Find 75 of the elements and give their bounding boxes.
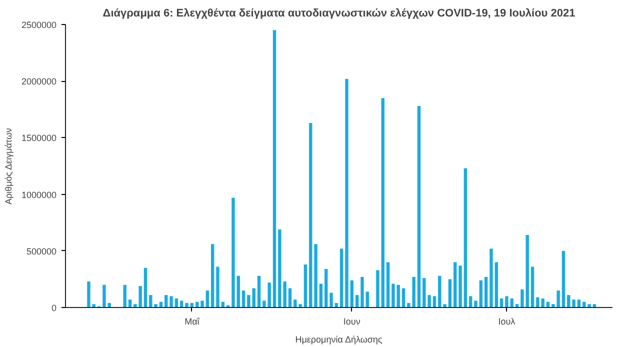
x-tick-label: Ιουν bbox=[343, 316, 361, 326]
bar bbox=[572, 300, 576, 308]
bar bbox=[494, 262, 498, 308]
bar bbox=[185, 302, 188, 308]
bar bbox=[304, 264, 308, 308]
bar bbox=[458, 266, 462, 308]
bar bbox=[123, 284, 126, 308]
bar bbox=[102, 284, 106, 308]
bar bbox=[298, 304, 302, 308]
bar bbox=[386, 262, 390, 308]
y-tick-label: 0 bbox=[51, 303, 57, 313]
bar bbox=[345, 78, 348, 308]
bar bbox=[319, 284, 323, 308]
bar bbox=[490, 248, 493, 308]
bar bbox=[252, 288, 256, 308]
bar bbox=[232, 198, 235, 308]
bar bbox=[330, 292, 333, 308]
bar bbox=[530, 266, 534, 308]
bar bbox=[428, 295, 431, 308]
bar bbox=[170, 296, 173, 308]
bar bbox=[309, 122, 312, 308]
bar bbox=[468, 296, 472, 308]
bar bbox=[588, 304, 591, 308]
bar bbox=[257, 276, 261, 308]
bar bbox=[567, 295, 570, 308]
bar bbox=[360, 276, 364, 308]
bar bbox=[149, 295, 152, 308]
bar bbox=[376, 270, 380, 308]
bar bbox=[324, 269, 328, 308]
bar bbox=[438, 276, 442, 308]
y-tick-label: 2000000 bbox=[21, 76, 57, 87]
bar bbox=[402, 288, 406, 308]
bar bbox=[355, 295, 359, 308]
bar bbox=[164, 295, 168, 308]
y-tick-label: 2500000 bbox=[21, 20, 57, 30]
bar bbox=[464, 168, 468, 308]
bar bbox=[526, 235, 529, 308]
bar bbox=[448, 279, 452, 308]
y-tick-label: 1500000 bbox=[21, 133, 57, 144]
bar bbox=[206, 290, 210, 308]
bar bbox=[454, 262, 457, 308]
bar bbox=[562, 250, 566, 308]
bar bbox=[505, 296, 508, 308]
bar bbox=[180, 300, 184, 308]
x-tick-label: Μαΐ bbox=[184, 316, 200, 326]
bar bbox=[288, 288, 292, 308]
bar bbox=[272, 30, 276, 308]
x-tick-label: Ιουλ bbox=[498, 316, 516, 326]
bar bbox=[520, 289, 524, 308]
y-tick-label: 1000000 bbox=[21, 190, 57, 200]
bar bbox=[216, 266, 220, 308]
bar bbox=[210, 244, 214, 308]
bar bbox=[340, 248, 344, 308]
bar bbox=[381, 98, 384, 308]
y-tick-label: 500000 bbox=[26, 246, 57, 256]
bar bbox=[200, 300, 204, 308]
bar bbox=[87, 281, 90, 308]
x-axis-title: Ημερομηνία Δήλωσης bbox=[295, 334, 383, 344]
bar bbox=[247, 295, 250, 308]
y-axis-title: Αριθμός Δειγμάτων bbox=[3, 127, 14, 205]
bar bbox=[484, 276, 488, 308]
bar bbox=[417, 106, 421, 308]
bar bbox=[314, 244, 318, 308]
bar bbox=[479, 280, 483, 308]
bar bbox=[366, 292, 369, 308]
bar bbox=[144, 268, 148, 308]
bar bbox=[236, 276, 240, 308]
bar bbox=[350, 280, 354, 308]
bar bbox=[242, 290, 246, 308]
chart-title: Διάγραμμα 6: Ελεγχθέντα δείγματα αυτοδιαγνωστικών ελέγχων COVID-19, 19 Ιουλίου 2021 bbox=[102, 8, 576, 20]
bar bbox=[154, 304, 158, 308]
bar bbox=[422, 278, 426, 308]
bar bbox=[474, 300, 478, 308]
bar bbox=[443, 304, 446, 308]
bar bbox=[432, 296, 436, 308]
